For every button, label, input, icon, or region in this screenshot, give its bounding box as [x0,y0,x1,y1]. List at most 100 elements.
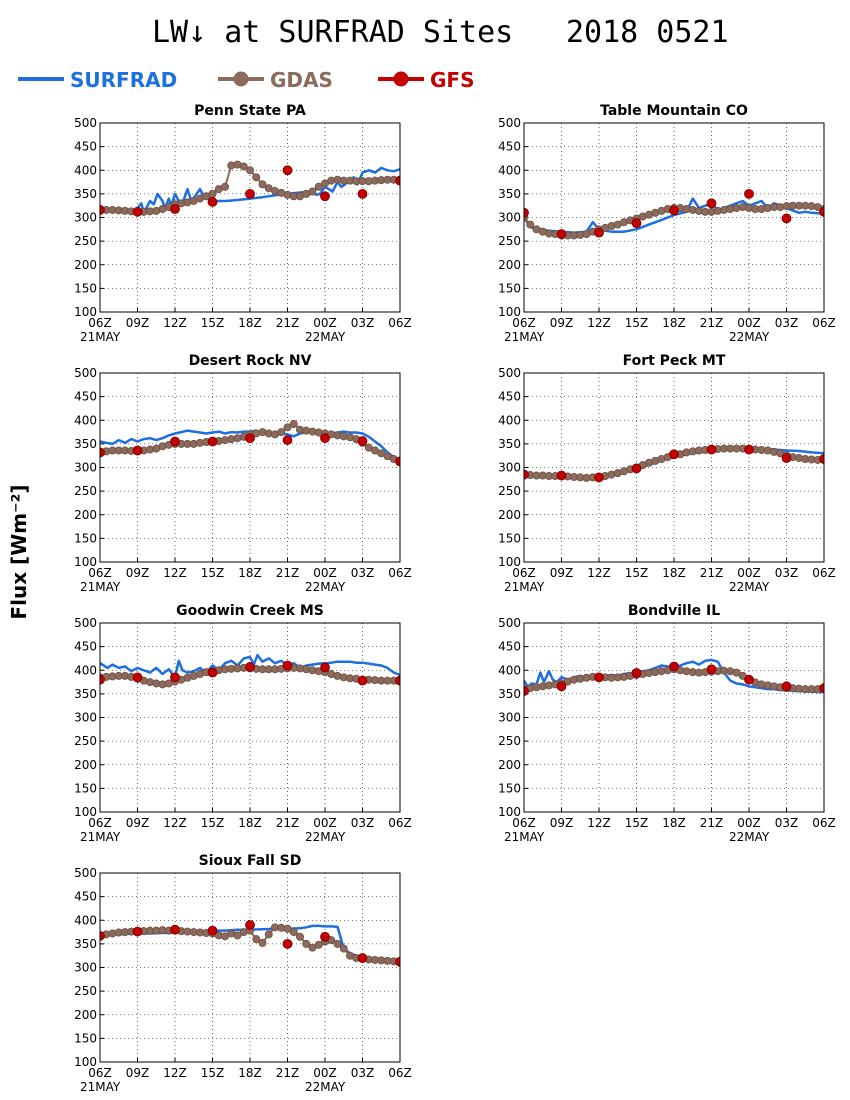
y-tick-label: 400 [74,913,97,927]
y-tick-label: 400 [74,413,97,427]
y-tick-label: 200 [74,258,97,272]
x-tick-label: 03Z [775,566,799,580]
x-tick-label: 15Z [625,316,649,330]
y-tick-label: 100 [74,555,97,569]
y-tick-label: 250 [498,734,521,748]
x-tick-label: 15Z [625,566,649,580]
y-tick-label: 100 [498,805,521,819]
y-tick-label: 300 [74,461,97,475]
panel-title: Sioux Fall SD [199,853,302,869]
x-tick-label: 18Z [662,316,686,330]
y-tick-label: 250 [74,234,97,248]
y-tick-label: 150 [74,781,97,795]
y-tick-label: 450 [498,140,521,154]
x-tick-label: 15Z [201,1066,225,1080]
gfs-point [132,926,143,937]
x-tick-label: 03Z [351,1066,375,1080]
y-tick-label: 400 [498,163,521,177]
y-tick-label: 500 [498,366,521,380]
panel-frame [99,622,401,813]
y-tick-label: 200 [74,1008,97,1022]
plot-area [100,653,400,689]
plot-area [100,920,400,967]
x-tick-label: 06Z [812,816,836,830]
gfs-point [395,456,400,467]
gfs-point [594,472,604,483]
y-tick-label: 450 [74,140,97,154]
gdas-point [258,180,267,189]
panel-frame [99,872,401,1063]
gfs-point [781,213,792,224]
gfs-point [706,444,717,455]
y-tick-label: 300 [498,711,521,725]
gfs-point [245,662,255,672]
gdas-point [333,939,342,948]
y-tick-label: 250 [74,484,97,498]
x-tick-label: 18Z [662,566,686,580]
gdas-point [283,423,292,432]
x-tick-label: 00Z [737,566,761,580]
gfs-point [669,205,679,216]
y-tick-label: 100 [498,305,521,319]
x-tick-label: 03Z [775,816,799,830]
gfs-point [357,436,368,446]
y-tick-label: 300 [74,711,97,725]
date-label: 21MAY [80,580,121,594]
panel-table-mountain-co: Table Mountain CO 06Z 09Z 12Z 15Z 18Z 21Z 00Z 03… [498,103,836,344]
gfs-point [207,667,218,678]
gfs-point [819,206,824,217]
gfs-point [744,674,754,685]
legend: SURFRAD GDAS GFS [18,68,474,92]
gfs-point [556,470,567,481]
x-tick-label: 06Z [88,566,112,580]
gfs-point [524,469,529,480]
gfs-point [170,436,180,447]
y-tick-label: 350 [498,437,521,451]
x-tick-label: 21Z [700,816,724,830]
x-tick-label: 18Z [238,566,262,580]
gdas-point [252,173,261,182]
y-tick-label: 300 [74,211,97,225]
x-tick-label: 06Z [388,1066,412,1080]
y-tick-label: 450 [498,640,521,654]
y-tick-label: 150 [498,531,521,545]
gdas-point [239,162,248,171]
gdas-point [220,182,229,191]
gfs-point [282,165,293,176]
x-tick-label: 09Z [550,816,574,830]
x-tick-label: 21Z [276,1066,300,1080]
gdas-point [208,189,217,198]
legend-item-surfrad: SURFRAD [18,68,177,92]
gfs-point [282,435,293,445]
gdas-point [233,931,242,940]
gfs-point [744,444,754,455]
gdas-point [277,428,286,437]
legend-label-gdas: GDAS [270,68,333,92]
panel-penn-state-pa: Penn State PA 06Z 09Z 12Z 15Z 18Z 21Z 00Z 03Z 06Z… [74,103,412,344]
y-tick-label: 150 [498,281,521,295]
gfs-point [100,447,105,458]
gfs-point [170,204,180,214]
gfs-point [357,675,368,686]
gfs-point [245,188,255,199]
plot-area [524,188,824,240]
date-label: 22MAY [305,330,346,344]
gfs-point [631,218,642,229]
gfs-point [819,683,824,694]
y-tick-label: 100 [74,305,97,319]
x-tick-label: 06Z [812,316,836,330]
y-tick-label: 250 [74,734,97,748]
x-tick-label: 09Z [550,316,574,330]
date-label: 21MAY [504,580,545,594]
y-tick-label: 350 [74,437,97,451]
y-tick-label: 250 [498,484,521,498]
x-tick-label: 06Z [88,816,112,830]
panel-goodwin-creek-ms: Goodwin Creek MS 06Z 09Z 12Z 15Z 18Z 21Z 00Z 03Z… [74,603,412,844]
gdas-point [245,166,254,175]
x-tick-label: 00Z [737,816,761,830]
x-tick-label: 06Z [388,816,412,830]
title-left: LW↓ at SURFRAD Sites [152,15,513,50]
gfs-point [706,198,717,209]
